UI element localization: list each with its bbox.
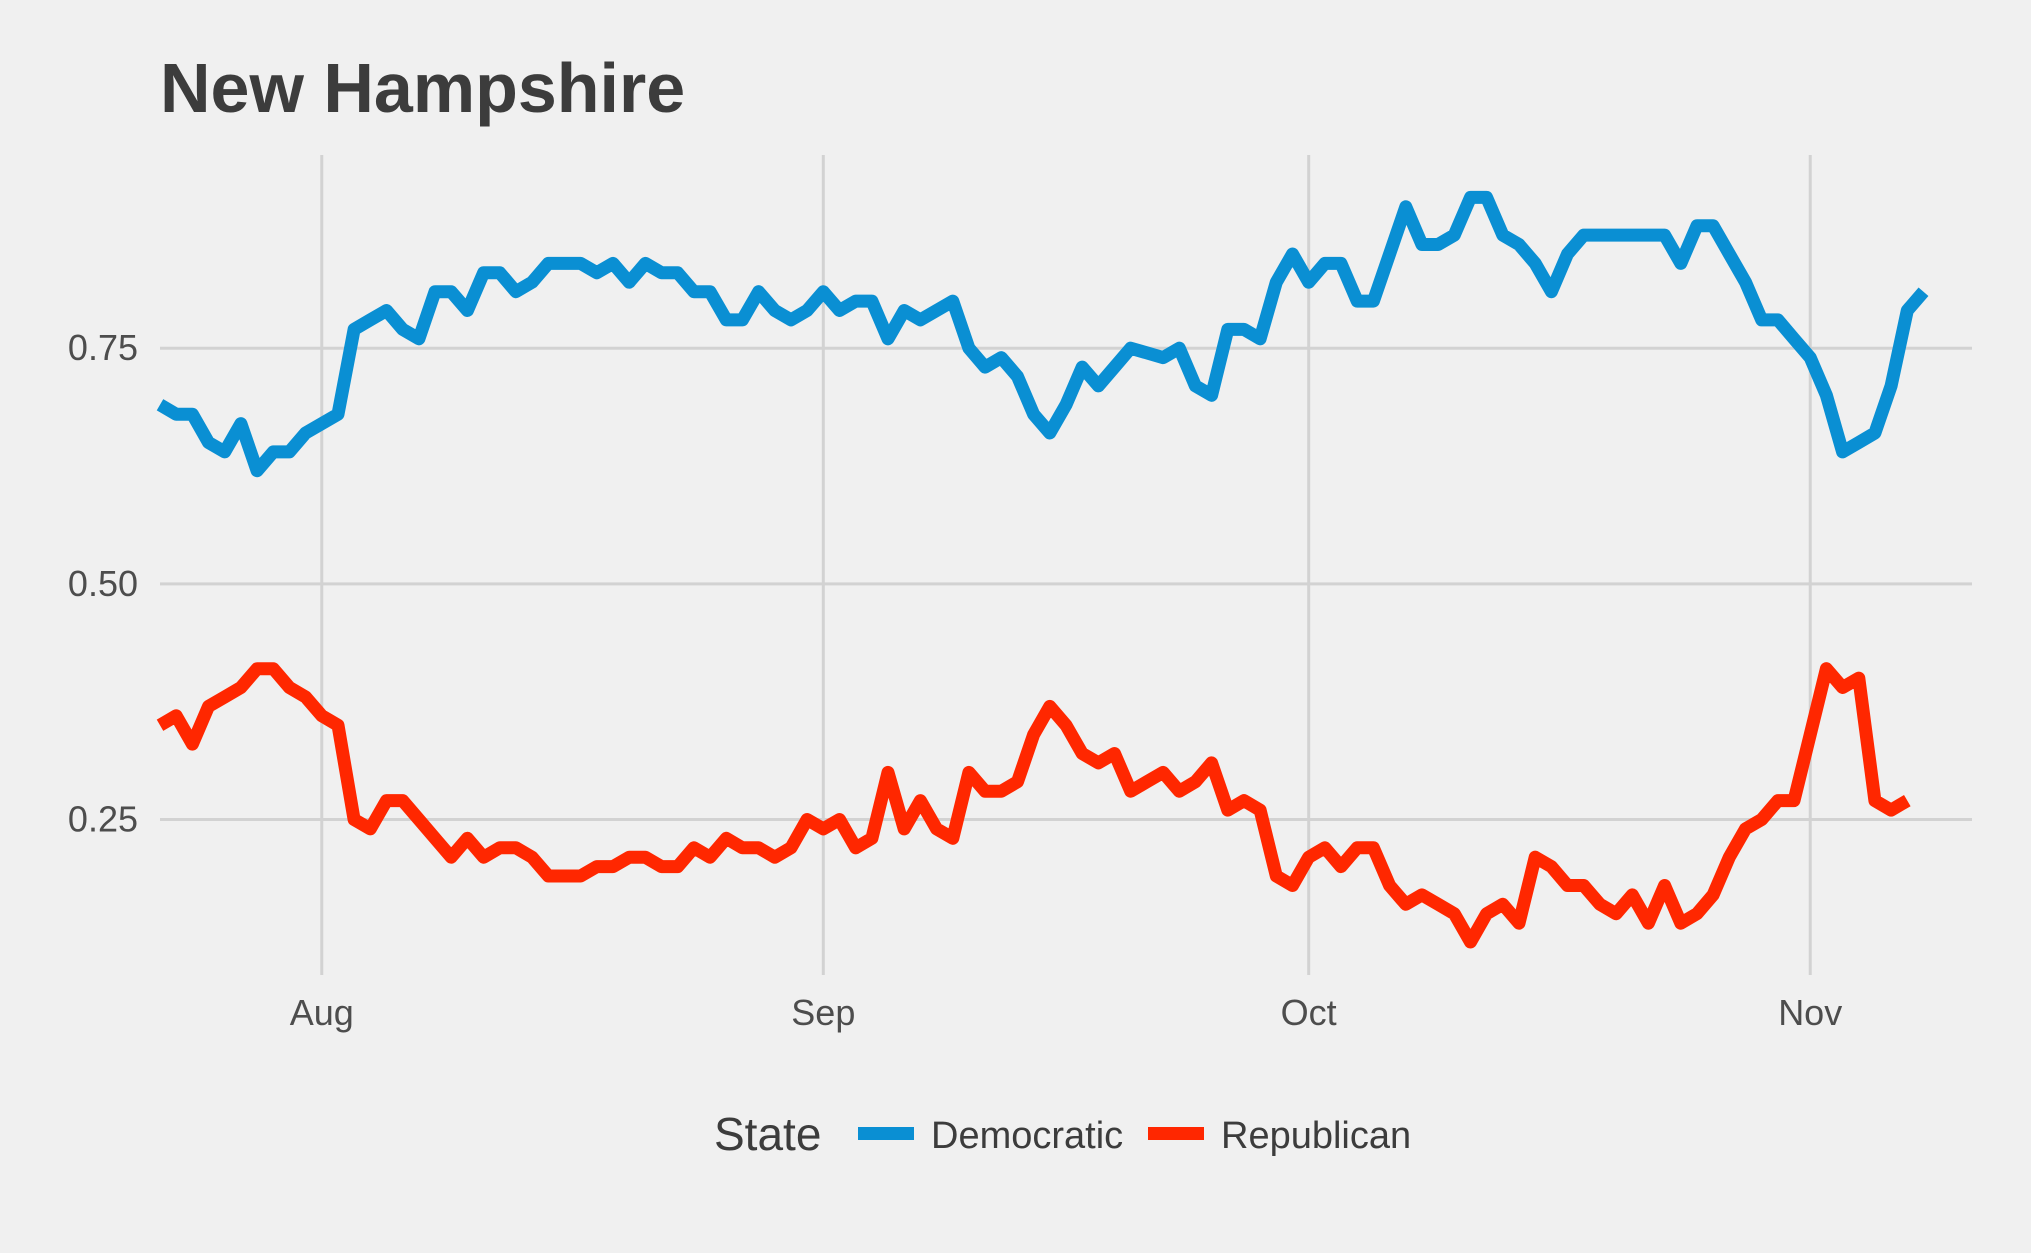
legend: State Democratic Republican [714, 1108, 1411, 1160]
y-tick-label: 0.25 [68, 798, 138, 839]
x-tick-label: Nov [1778, 992, 1842, 1033]
legend-title: State [714, 1108, 821, 1160]
x-tick-label: Sep [791, 992, 855, 1033]
chart-title: New Hampshire [160, 49, 685, 127]
x-tick-label: Oct [1281, 992, 1337, 1033]
legend-key [1148, 1127, 1204, 1140]
y-tick-label: 0.75 [68, 327, 138, 368]
legend-key [858, 1127, 914, 1140]
x-tick-label: Aug [290, 992, 354, 1033]
y-tick-label: 0.50 [68, 563, 138, 604]
legend-label: Republican [1221, 1115, 1411, 1157]
legend-label: Democratic [931, 1115, 1123, 1157]
